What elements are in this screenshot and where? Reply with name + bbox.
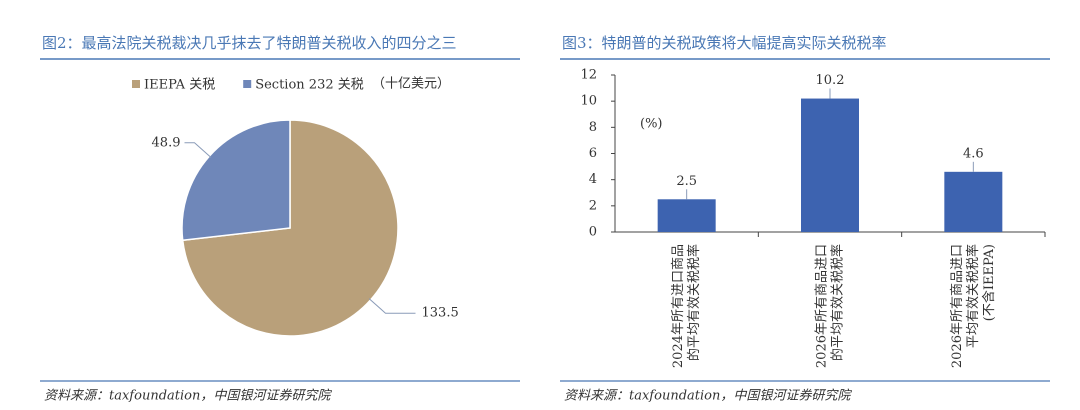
source: 资料来源：taxfoundation，中国银河证券研究院 [564, 388, 852, 404]
source: 资料来源：taxfoundation，中国银河证券研究院 [44, 388, 332, 404]
annotation: (%) [640, 117, 663, 132]
y-tick-label: 8 [589, 120, 597, 135]
bar [657, 199, 716, 232]
y-tick-label: 12 [580, 68, 597, 83]
x-tick-label: 2024年所有进口商品 [671, 244, 686, 368]
x-tick-label: 2026年所有商品进口 [950, 244, 965, 368]
legend-label: IEEPA 关税 [144, 78, 215, 93]
legend-swatch [243, 80, 252, 88]
x-tick-label: 的平均有效关税税率 [686, 244, 702, 361]
chart-title: 图2：最高法院关税裁决几乎抹去了特朗普关税收入的四分之三 [42, 34, 457, 52]
bar [801, 98, 859, 232]
unit-label: （十亿美元） [372, 77, 450, 92]
y-tick-label: 2 [589, 198, 597, 213]
chart-title: 图3：特朗普的关税政策将大幅提高实际关税税率 [562, 34, 887, 52]
y-tick-label: 0 [589, 225, 597, 240]
legend-swatch [132, 80, 140, 88]
data-label: 133.5 [422, 306, 459, 321]
data-label: 2.5 [676, 174, 697, 189]
x-tick-label: 的平均有效关税税率 [830, 244, 846, 361]
leader-line [184, 142, 212, 158]
y-tick-label: 10 [580, 94, 597, 109]
bar [944, 171, 1003, 232]
data-label: 10.2 [816, 73, 845, 88]
y-tick-label: 4 [589, 172, 597, 187]
leader-line [368, 298, 416, 314]
legend-label: Section 232 关税 [255, 78, 364, 93]
x-tick-label: 2026年所有商品进口 [815, 244, 830, 368]
x-tick-label: 平均有效关税税率 [965, 244, 981, 348]
x-tick-label: (不含IEEPA) [981, 244, 997, 321]
pie-slice [181, 119, 291, 242]
data-label: 48.9 [152, 135, 181, 150]
data-label: 4.6 [963, 146, 984, 161]
y-tick-label: 6 [589, 146, 597, 161]
